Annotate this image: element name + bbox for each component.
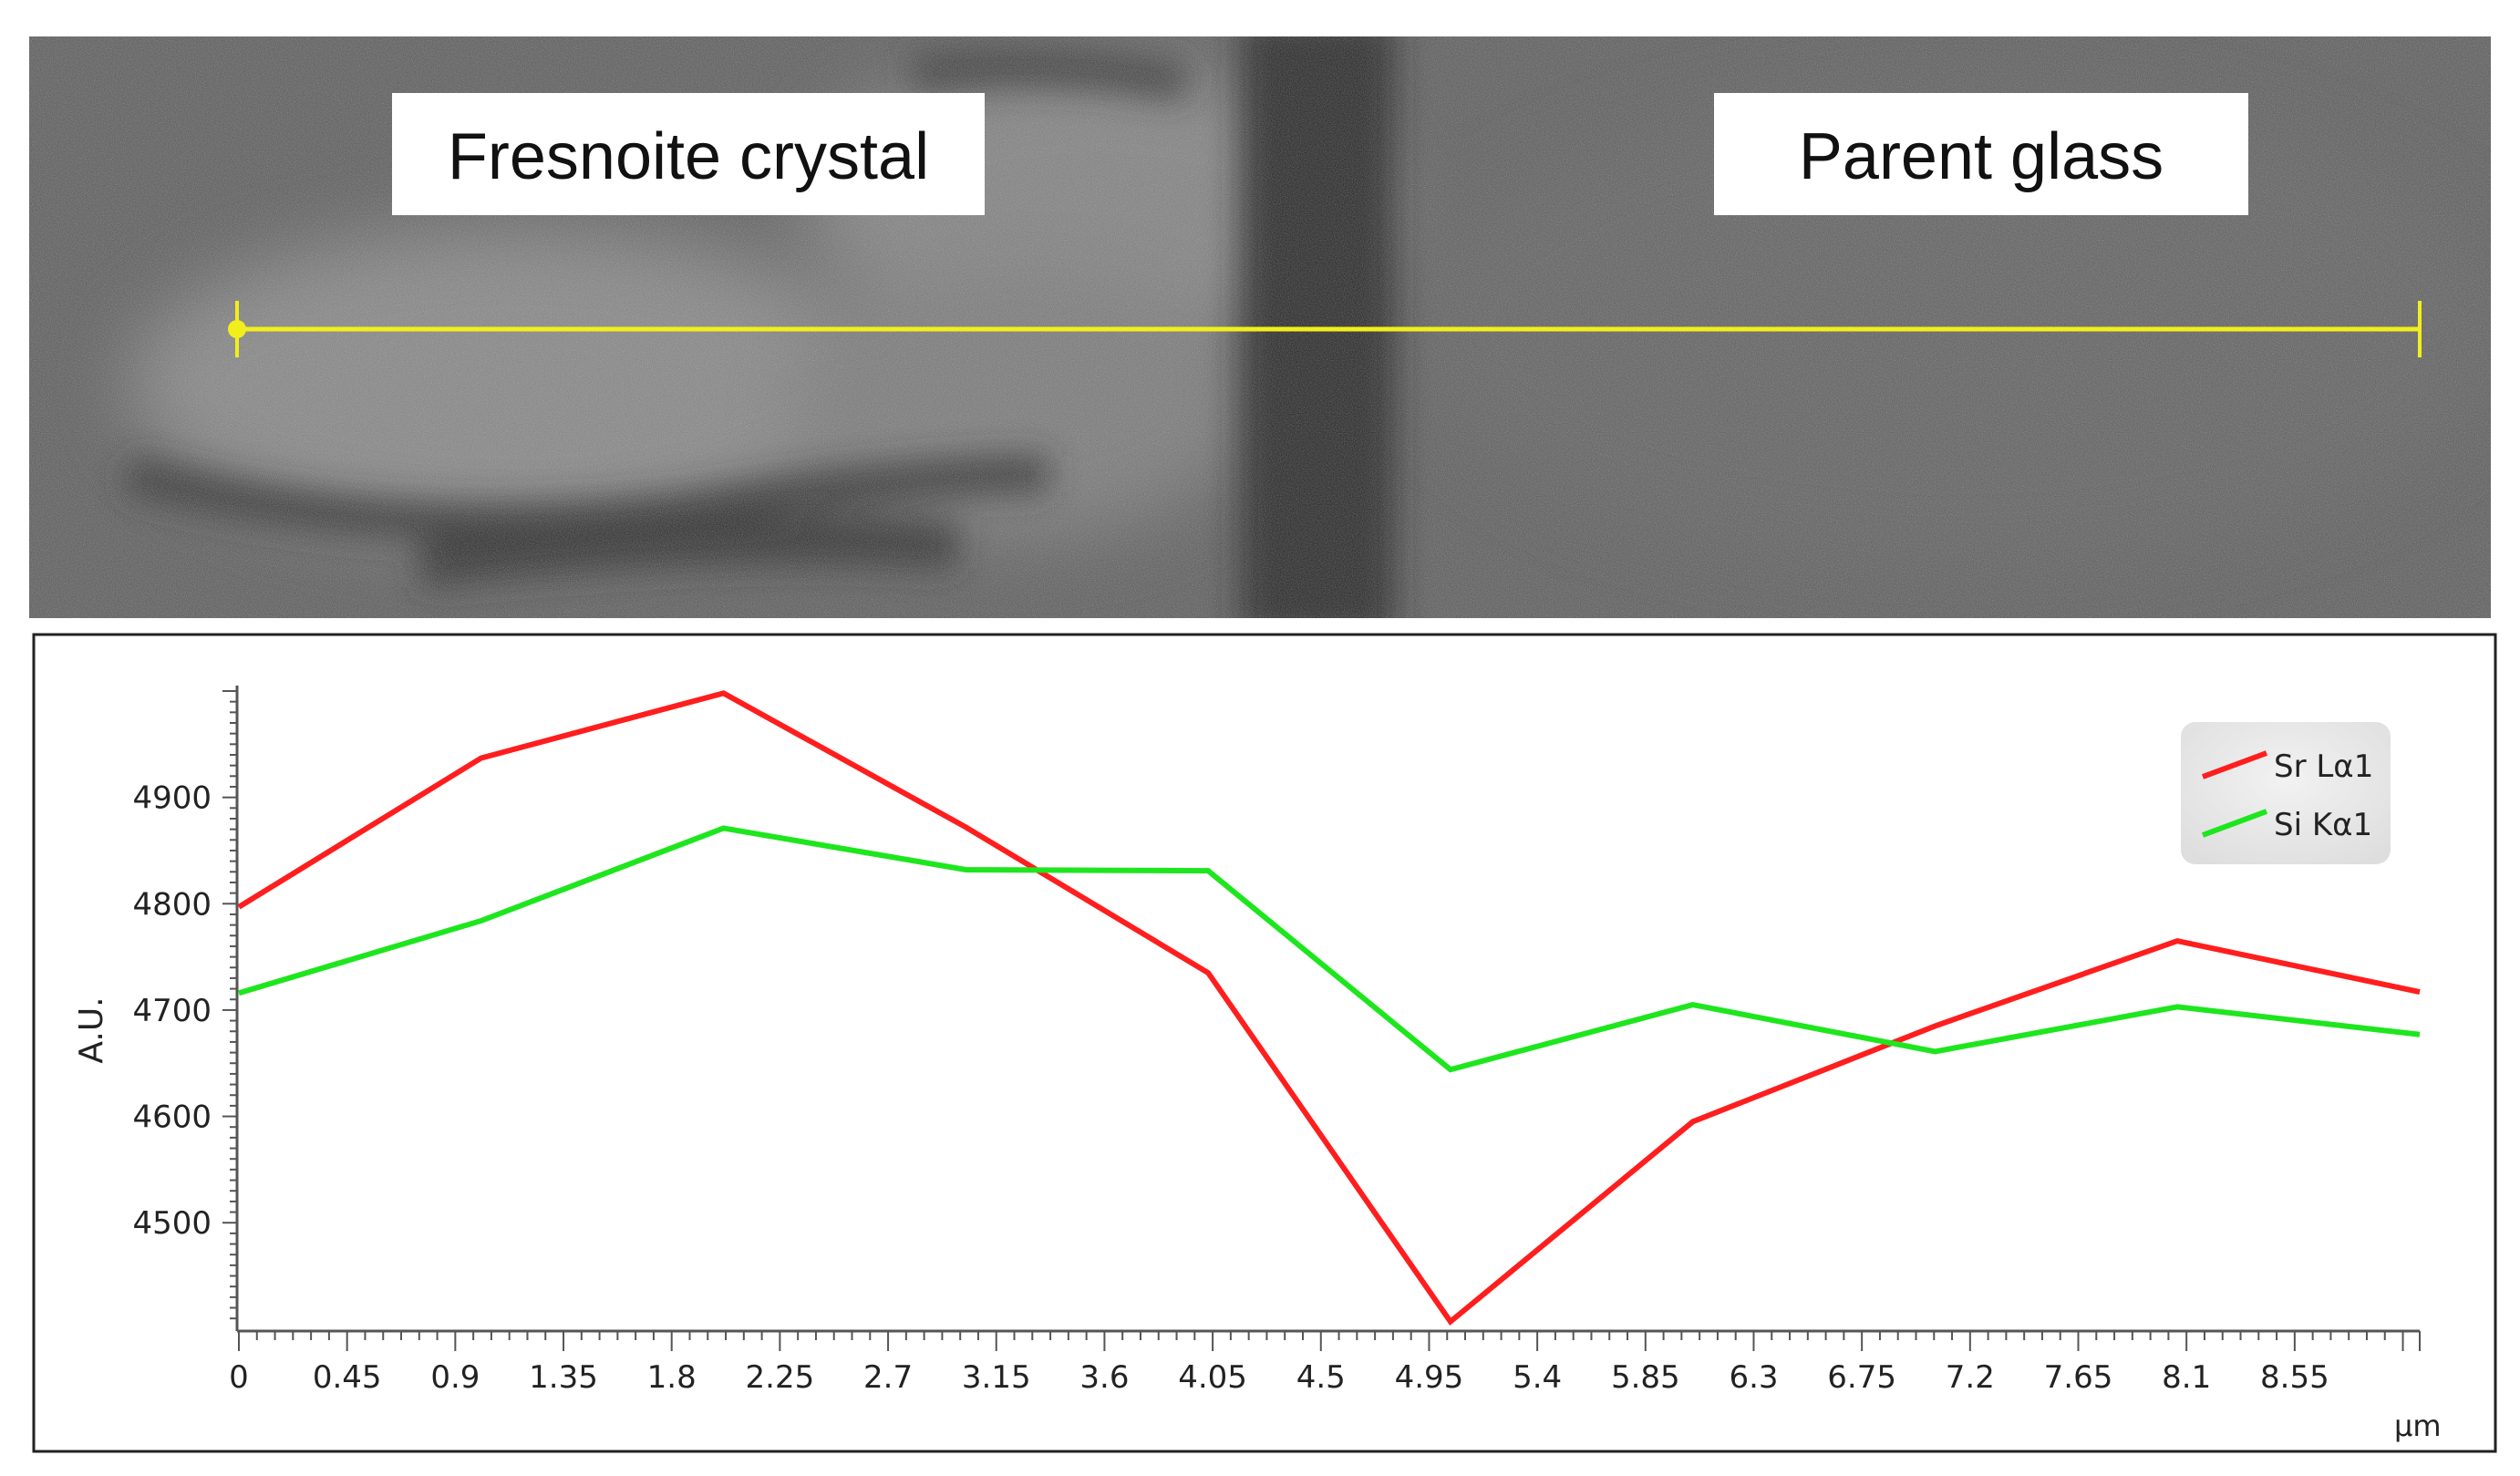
x-tick-label: 6.75 (1827, 1359, 1896, 1396)
x-tick-label: 7.65 (2044, 1359, 2113, 1396)
x-tick-label: 3.15 (962, 1359, 1031, 1396)
x-tick-label: 7.2 (1946, 1359, 1995, 1396)
parent-glass-label-box (1714, 93, 2248, 215)
legend-box (2181, 722, 2391, 864)
plot-series (237, 690, 2421, 1326)
x-tick-label: 8.55 (2260, 1359, 2329, 1396)
y-axis-title: A.U. (73, 996, 110, 1063)
line-scan-marker (228, 301, 2422, 357)
chart-frame (32, 633, 2497, 1453)
y-tick-label: 4700 (132, 993, 212, 1029)
x-tick-label: 5.4 (1513, 1359, 1562, 1396)
x-tick-label: 1.8 (647, 1359, 697, 1396)
y-axis: 4500 4600 4700 4800 4900 (132, 686, 239, 1331)
parent-glass-label: Parent glass (1799, 120, 2164, 193)
x-tick-label: 5.85 (1611, 1359, 1680, 1396)
y-tick-label: 4600 (132, 1099, 212, 1136)
sem-micrograph: Fresnoite crystal Parent glass (29, 36, 2491, 618)
x-tick-label: 4.05 (1178, 1359, 1247, 1396)
x-tick-label: 3.6 (1079, 1359, 1129, 1396)
legend-swatch (2201, 809, 2268, 838)
fresnoite-label: Fresnoite crystal (448, 120, 929, 193)
x-tick-label: 4.95 (1395, 1359, 1464, 1396)
fresnoite-label-box (392, 93, 985, 215)
x-tick-label: 2.25 (746, 1359, 815, 1396)
legend-swatch (2201, 750, 2268, 779)
x-tick-label: 4.5 (1296, 1359, 1346, 1396)
line-profile-chart: 4500 4600 4700 4800 4900 0 0.45 0.9 1.35 1.8 2.25… (32, 633, 2497, 1453)
y-tick-label: 4500 (132, 1205, 212, 1242)
x-tick-label: 0 (229, 1359, 249, 1396)
legend-label: Sr Lα1 (2274, 748, 2373, 785)
x-tick-label: 8.1 (2162, 1359, 2211, 1396)
x-tick-label: 0.45 (313, 1359, 382, 1396)
legend-label: Si Kα1 (2274, 807, 2372, 843)
y-tick-label: 4800 (132, 886, 212, 923)
series-line (237, 690, 2421, 1326)
x-axis: 0 0.45 0.9 1.35 1.8 2.25 2.7 3.15 3.6 4.05 4.5 4.95… (229, 1329, 2421, 1396)
y-tick-label: 4900 (132, 780, 212, 817)
x-axis-title: µm (2394, 1409, 2442, 1443)
series-line (238, 825, 2421, 1073)
x-tick-label: 6.3 (1729, 1359, 1778, 1396)
legend: Sr Lα1 Si Kα1 (2181, 722, 2391, 864)
x-tick-label: 1.35 (529, 1359, 598, 1396)
x-tick-label: 0.9 (430, 1359, 480, 1396)
x-tick-label: 2.7 (863, 1359, 913, 1396)
